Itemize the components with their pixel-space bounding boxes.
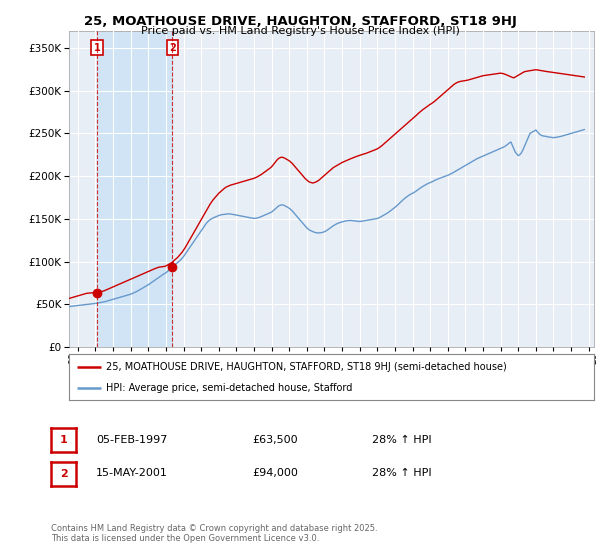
Text: 28% ↑ HPI: 28% ↑ HPI [372,468,431,478]
Bar [97,31,172,347]
Text: 2: 2 [169,43,176,53]
Text: £63,500: £63,500 [252,435,298,445]
Text: HPI: Average price, semi-detached house, Stafford: HPI: Average price, semi-detached house,… [106,383,352,393]
Text: 05-FEB-1997: 05-FEB-1997 [96,435,167,445]
Text: £94,000: £94,000 [252,468,298,478]
Text: 28% ↑ HPI: 28% ↑ HPI [372,435,431,445]
Text: 2: 2 [60,469,67,479]
Text: 15-MAY-2001: 15-MAY-2001 [96,468,168,478]
Text: 25, MOATHOUSE DRIVE, HAUGHTON, STAFFORD, ST18 9HJ: 25, MOATHOUSE DRIVE, HAUGHTON, STAFFORD,… [83,15,517,27]
Text: 1: 1 [60,435,67,445]
Text: Price paid vs. HM Land Registry's House Price Index (HPI): Price paid vs. HM Land Registry's House … [140,26,460,36]
Text: Contains HM Land Registry data © Crown copyright and database right 2025.
This d: Contains HM Land Registry data © Crown c… [51,524,377,543]
Text: 25, MOATHOUSE DRIVE, HAUGHTON, STAFFORD, ST18 9HJ (semi-detached house): 25, MOATHOUSE DRIVE, HAUGHTON, STAFFORD,… [106,362,506,372]
Text: 1: 1 [94,43,100,53]
